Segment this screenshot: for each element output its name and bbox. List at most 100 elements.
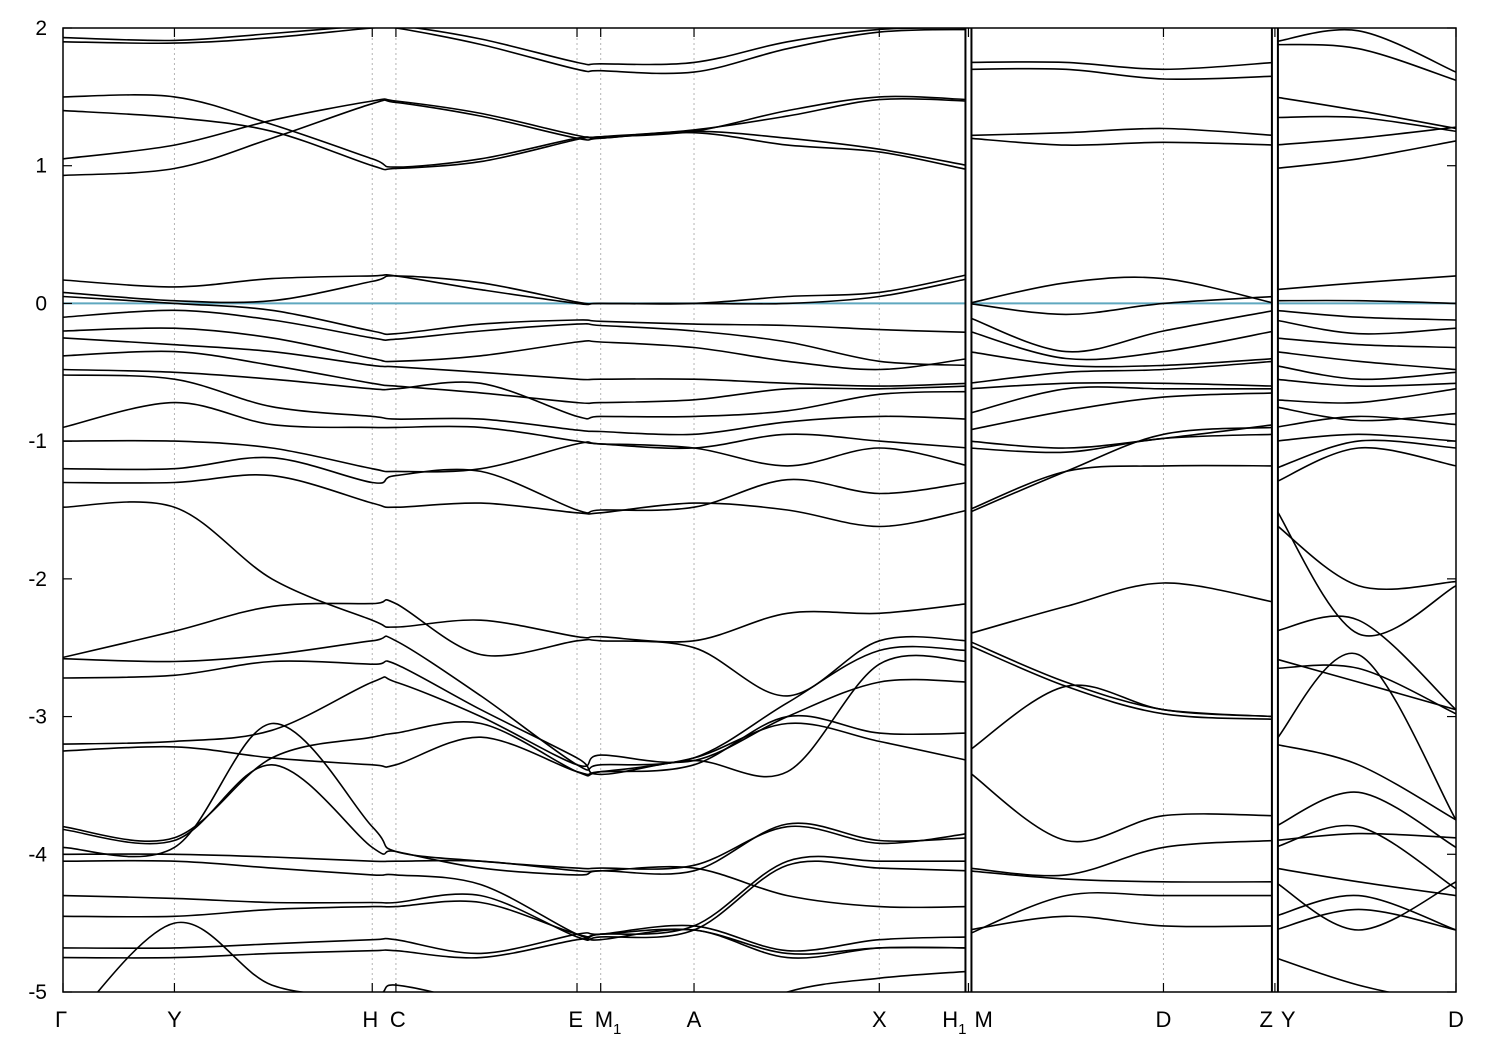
kpoint-label: Y [1281, 1007, 1296, 1032]
band-line [968, 137, 1275, 146]
band-line [1274, 275, 1456, 291]
band-line [1274, 657, 1456, 711]
kpoint-label: M1 [595, 1007, 622, 1038]
segment-break-gap [966, 28, 971, 992]
kpoint-label: Z [1259, 1007, 1272, 1032]
band-line [968, 67, 1275, 80]
kpoint-label: D [1448, 1007, 1464, 1032]
band-line [968, 276, 1276, 305]
kpoint-label: E [568, 1007, 583, 1032]
band-line [968, 295, 1275, 316]
band-line [63, 763, 969, 876]
band-line [1274, 364, 1456, 381]
kpoint-label-main: D [1448, 1007, 1464, 1032]
kpoint-label: H [362, 1007, 378, 1032]
band-line [1274, 43, 1456, 82]
band-line [1274, 881, 1456, 931]
band-line [63, 501, 969, 643]
band-line [63, 99, 969, 177]
band-line [968, 684, 1275, 752]
band-line [1274, 378, 1456, 387]
band-line [63, 599, 969, 697]
band-line [63, 275, 969, 305]
band-line [968, 423, 1275, 449]
kpoint-label-main: D [1156, 1007, 1172, 1032]
y-tick-label: 0 [35, 292, 47, 315]
band-line [1274, 29, 1456, 73]
band-line [968, 582, 1276, 635]
band-line [63, 635, 969, 771]
band-line [968, 386, 1275, 415]
kpoint-label: X [872, 1007, 887, 1032]
band-line [63, 853, 969, 909]
band-line [968, 330, 1276, 361]
band-line [968, 891, 1275, 935]
band-line [1274, 615, 1456, 711]
y-tick-label: 2 [35, 17, 47, 40]
band-line [63, 28, 969, 66]
band-line [1274, 126, 1456, 146]
band-line [63, 309, 969, 367]
band-line [1274, 867, 1456, 897]
y-tick-label: -1 [28, 430, 47, 453]
band-line [968, 309, 1276, 353]
band-line [1274, 405, 1456, 422]
kpoint-label-main: M [974, 1007, 992, 1032]
band-line [63, 97, 969, 171]
band-line [1274, 388, 1456, 404]
band-line [968, 381, 1275, 390]
band-line [63, 374, 969, 436]
kpoint-label-main: H [362, 1007, 378, 1032]
band-line [1274, 743, 1456, 821]
band-line [968, 464, 1275, 511]
band-line [1274, 299, 1456, 305]
kpoint-label: M [974, 1007, 992, 1032]
kpoint-label-subscript: 1 [613, 1021, 621, 1038]
band-line [1274, 506, 1456, 637]
band-line [1274, 894, 1456, 931]
kpoint-label-main: Z [1259, 1007, 1272, 1032]
band-line [1274, 337, 1456, 349]
band-line [968, 915, 1275, 931]
kpoint-label-main: Γ [55, 1007, 67, 1032]
band-line [1274, 956, 1392, 992]
band-line [63, 474, 969, 528]
band-line [1274, 140, 1456, 170]
kpoint-label: A [687, 1007, 702, 1032]
band-line [63, 928, 969, 955]
kpoint-label: H1 [942, 1007, 966, 1038]
kpoint-label: C [390, 1007, 406, 1032]
band-line [63, 654, 969, 778]
kpoint-label: Y [167, 1007, 182, 1032]
band-line [1274, 523, 1456, 591]
band-line [63, 273, 969, 306]
band-line [63, 350, 969, 405]
band-line [968, 839, 1275, 877]
band-line [1274, 439, 1456, 470]
segment-break-gap [1272, 28, 1277, 992]
band-line [1274, 791, 1456, 849]
kpoint-label-main: Y [1281, 1007, 1296, 1032]
band-line [1274, 664, 1456, 715]
band-line [968, 426, 1275, 514]
band-line [63, 95, 969, 160]
band-line [968, 433, 1275, 454]
band-line [63, 860, 969, 942]
kpoint-label-subscript: 1 [958, 1021, 966, 1038]
band-line [968, 350, 1275, 368]
kpoint-label-main: X [872, 1007, 887, 1032]
plot-frame [62, 27, 1457, 993]
band-line [1274, 96, 1456, 130]
band-line [1274, 908, 1456, 931]
band-lines [63, 28, 1456, 992]
band-line [1274, 415, 1456, 429]
band-line [968, 644, 1275, 721]
kpoint-label-main: E [568, 1007, 583, 1032]
band-line [63, 337, 969, 387]
band-line [1274, 309, 1456, 321]
y-tick-label: -5 [28, 981, 47, 1004]
band-line [63, 368, 969, 420]
y-tick-label: -4 [28, 843, 47, 866]
band-line [63, 928, 969, 959]
band-line [1274, 115, 1456, 133]
